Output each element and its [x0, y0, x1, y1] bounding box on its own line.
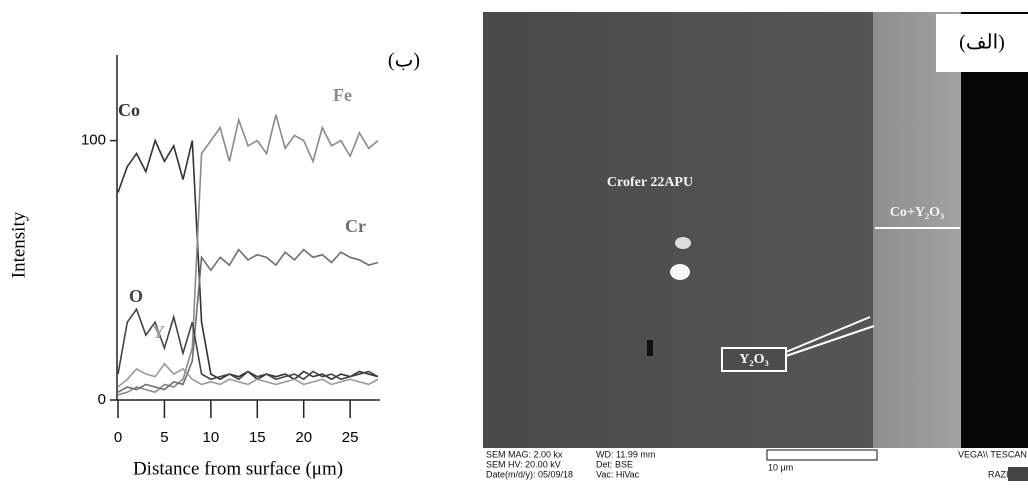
pointer [785, 316, 871, 353]
y-axis-label: Intensity [8, 211, 29, 278]
info: Det: BSE [596, 459, 633, 469]
x-tick-label: 20 [295, 429, 312, 446]
scale-label: 10 μm [768, 462, 793, 472]
series-line [117, 362, 379, 388]
x-tick-label: 5 [160, 429, 168, 446]
x-tick-label: 10 [203, 429, 220, 446]
series-line [117, 114, 379, 396]
x-tick-label: 0 [114, 429, 122, 446]
panel-label: (ب) [388, 50, 420, 72]
pore [647, 340, 653, 356]
brand: VEGA\\ TESCAN [958, 449, 1027, 459]
panel-label: (الف) [959, 32, 1005, 54]
scale-bar [766, 449, 878, 461]
inclusion [670, 264, 690, 280]
info: SEM MAG: 2.00 kx [486, 449, 563, 459]
coating-label: Co+Y₂O₃ [890, 205, 944, 220]
x-axis-label: Distance from surface (μm) [133, 458, 343, 479]
info: SEM HV: 20.00 kV [486, 459, 561, 469]
line-chart: (ب) Intensity Distance from surface (μm)… [8, 50, 420, 480]
logo [1008, 467, 1028, 481]
sem-image: (الف) Crofer 22APU Co+Y₂O₃ Y₂O₃ SEM MAG:… [483, 12, 1028, 481]
particle-label: Y₂O₃ [739, 352, 768, 367]
pointer [785, 325, 875, 357]
lab: RAZI [988, 469, 1009, 479]
info: Date(m/d/y): 05/09/18 [486, 469, 573, 479]
coating-region [873, 12, 961, 448]
info: Vac: HiVac [596, 469, 640, 479]
substrate-region [483, 12, 873, 448]
y-tick-label: 100 [81, 132, 106, 149]
series-line [117, 248, 379, 393]
inclusion [675, 237, 691, 249]
series-label: Co [118, 100, 140, 120]
panel-label-box [936, 14, 1028, 72]
mount-region [961, 12, 1028, 448]
series-label: Fe [333, 85, 352, 105]
info: WD: 11.99 mm [596, 449, 655, 459]
series-label: Cr [345, 216, 366, 236]
series-label: O [129, 286, 143, 306]
particle-box [721, 347, 787, 372]
x-tick-label: 15 [249, 429, 266, 446]
y-tick-label: 0 [98, 391, 106, 408]
x-tick-label: 25 [342, 429, 359, 446]
series-label: Y [152, 322, 165, 342]
substrate-label: Crofer 22APU [607, 175, 693, 190]
series-line [117, 307, 379, 381]
